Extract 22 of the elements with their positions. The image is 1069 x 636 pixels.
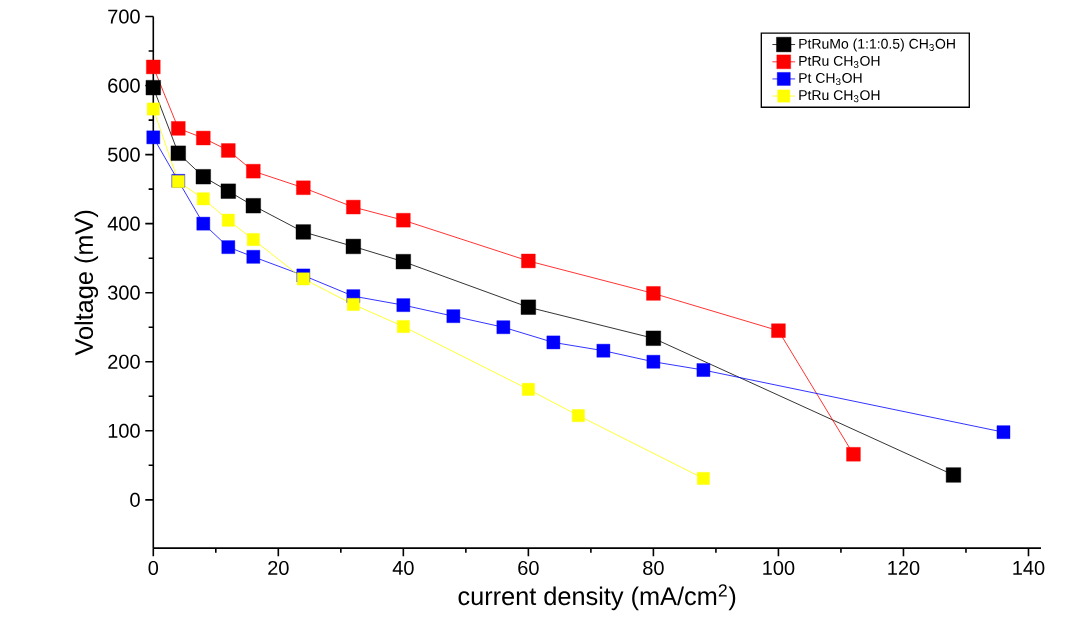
y-tick-label: 600 (108, 78, 140, 93)
y-tick-label: 300 (107, 285, 140, 300)
legend-label: Pt CH$_{3}$OH (799, 73, 862, 86)
x-tick-label: 60 (518, 560, 539, 576)
legend-label: PtRu CH$_{3}$OH (799, 56, 880, 69)
y-tick-label: 500 (108, 147, 140, 162)
y-axis-title: Voltage (mV) (74, 210, 99, 356)
x-axis-title: current density (mA/cm$^{2}$) (458, 584, 736, 611)
y-tick-label: 200 (108, 354, 140, 369)
x-tick-label: 40 (392, 560, 414, 576)
legend-label: PtRuMo (1:1:0.5) CH$_{3}$OH (799, 38, 955, 52)
x-tick-label: 80 (643, 560, 664, 576)
x-tick-label: 140 (1013, 560, 1045, 576)
x-tick-label: 100 (763, 560, 795, 576)
x-tick-label: 0 (148, 560, 159, 576)
y-tick-label: 700 (108, 9, 140, 24)
y-tick-label: 100 (108, 423, 140, 438)
x-tick-label: 20 (268, 560, 289, 576)
y-tick-label: 0 (130, 492, 140, 508)
legend-label: PtRu CH$_{3}$OH (799, 90, 880, 103)
x-tick-label: 120 (888, 560, 920, 576)
y-tick-label: 400 (107, 216, 140, 231)
